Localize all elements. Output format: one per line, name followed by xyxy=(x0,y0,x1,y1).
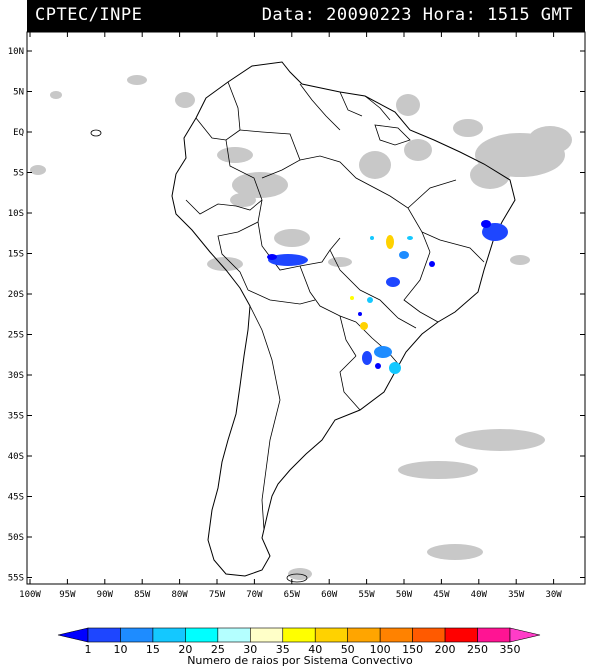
lon-tick-label: 95W xyxy=(59,590,76,600)
source-label: CPTEC/INPE xyxy=(35,5,143,25)
lat-tick-label: EQ xyxy=(13,128,24,138)
lightning-systems xyxy=(267,220,508,374)
legend-label: 35 xyxy=(276,643,290,656)
lon-tick-label: 60W xyxy=(321,590,338,600)
lat-tick-label: 30S xyxy=(8,371,24,381)
continent-outline xyxy=(171,61,516,577)
legend-swatch xyxy=(282,627,316,643)
lon-tick-label: 30W xyxy=(545,590,562,600)
legend-label: 30 xyxy=(243,643,257,656)
lon-tick-label: 65W xyxy=(284,590,301,600)
lon-tick-label: 90W xyxy=(97,590,114,600)
legend-swatch xyxy=(444,627,478,643)
legend-label: 15 xyxy=(146,643,160,656)
legend-swatch xyxy=(412,627,446,643)
legend-label: 20 xyxy=(178,643,192,656)
lon-tick-label: 85W xyxy=(134,590,151,600)
lon-tick-label: 100W xyxy=(19,590,41,600)
legend-swatch xyxy=(509,627,541,643)
legend-swatch xyxy=(477,627,511,643)
lon-tick-label: 40W xyxy=(471,590,488,600)
lon-tick-label: 35W xyxy=(508,590,525,600)
lat-tick-label: 20S xyxy=(8,290,24,300)
lon-tick-label: 80W xyxy=(171,590,188,600)
legend-label: 40 xyxy=(308,643,322,656)
legend-swatch xyxy=(120,627,154,643)
map-frame xyxy=(26,31,586,585)
legend-swatch xyxy=(250,627,284,643)
legend-swatch xyxy=(185,627,219,643)
lat-tick-label: 10S xyxy=(8,209,24,219)
lat-tick-label: 45S xyxy=(8,493,24,503)
legend-label: 100 xyxy=(370,643,391,656)
legend-swatch xyxy=(347,627,381,643)
lon-tick-label: 50W xyxy=(396,590,413,600)
lon-tick-label: 55W xyxy=(358,590,375,600)
legend-swatch xyxy=(57,627,89,643)
legend-label: 250 xyxy=(467,643,488,656)
legend-swatch xyxy=(152,627,186,643)
cloud-cover xyxy=(30,75,572,580)
lat-tick-label: 5N xyxy=(13,88,24,98)
legend-swatch xyxy=(379,627,413,643)
legend-swatch xyxy=(314,627,348,643)
lon-tick-label: 70W xyxy=(246,590,263,600)
lon-tick-label: 75W xyxy=(209,590,226,600)
legend-label: 10 xyxy=(113,643,127,656)
legend-title: Numero de raios por Sistema Convectivo xyxy=(187,654,413,667)
lat-tick-label: 25S xyxy=(8,331,24,341)
lat-tick-label: 40S xyxy=(8,452,24,462)
legend-label: 50 xyxy=(341,643,355,656)
lat-tick-label: 35S xyxy=(8,412,24,422)
longitude-axis: 100W 95W 90W 85W 80W 75W 70W 65W 60W 55W 50W 45W 40W… xyxy=(19,32,562,600)
legend-label: 150 xyxy=(402,643,423,656)
lon-tick-label: 45W xyxy=(433,590,450,600)
lat-tick-label: 55S xyxy=(8,574,24,584)
map-header: CPTEC/INPE Data: 20090223 Hora: 1515 GMT xyxy=(27,0,585,32)
legend-label: 25 xyxy=(211,643,225,656)
datetime-label: Data: 20090223 Hora: 1515 GMT xyxy=(261,5,573,25)
islands xyxy=(90,124,411,583)
lat-tick-label: 10N xyxy=(8,47,24,57)
lat-tick-label: 15S xyxy=(8,250,24,260)
latitude-axis: 10N 5N EQ 5S 10S 15S 20S 25S 30S 35S 40S 45S 50S 55S xyxy=(8,47,585,584)
lat-tick-label: 5S xyxy=(13,169,24,179)
legend-label: 1 xyxy=(85,643,92,656)
lat-tick-label: 50S xyxy=(8,533,24,543)
legend-swatch xyxy=(217,627,251,643)
legend-swatch xyxy=(87,627,121,643)
color-legend: 1 10 15 20 25 30 35 40 50 100 150 200 250 350 xyxy=(57,627,541,656)
legend-label: 200 xyxy=(435,643,456,656)
legend-label: 350 xyxy=(500,643,521,656)
